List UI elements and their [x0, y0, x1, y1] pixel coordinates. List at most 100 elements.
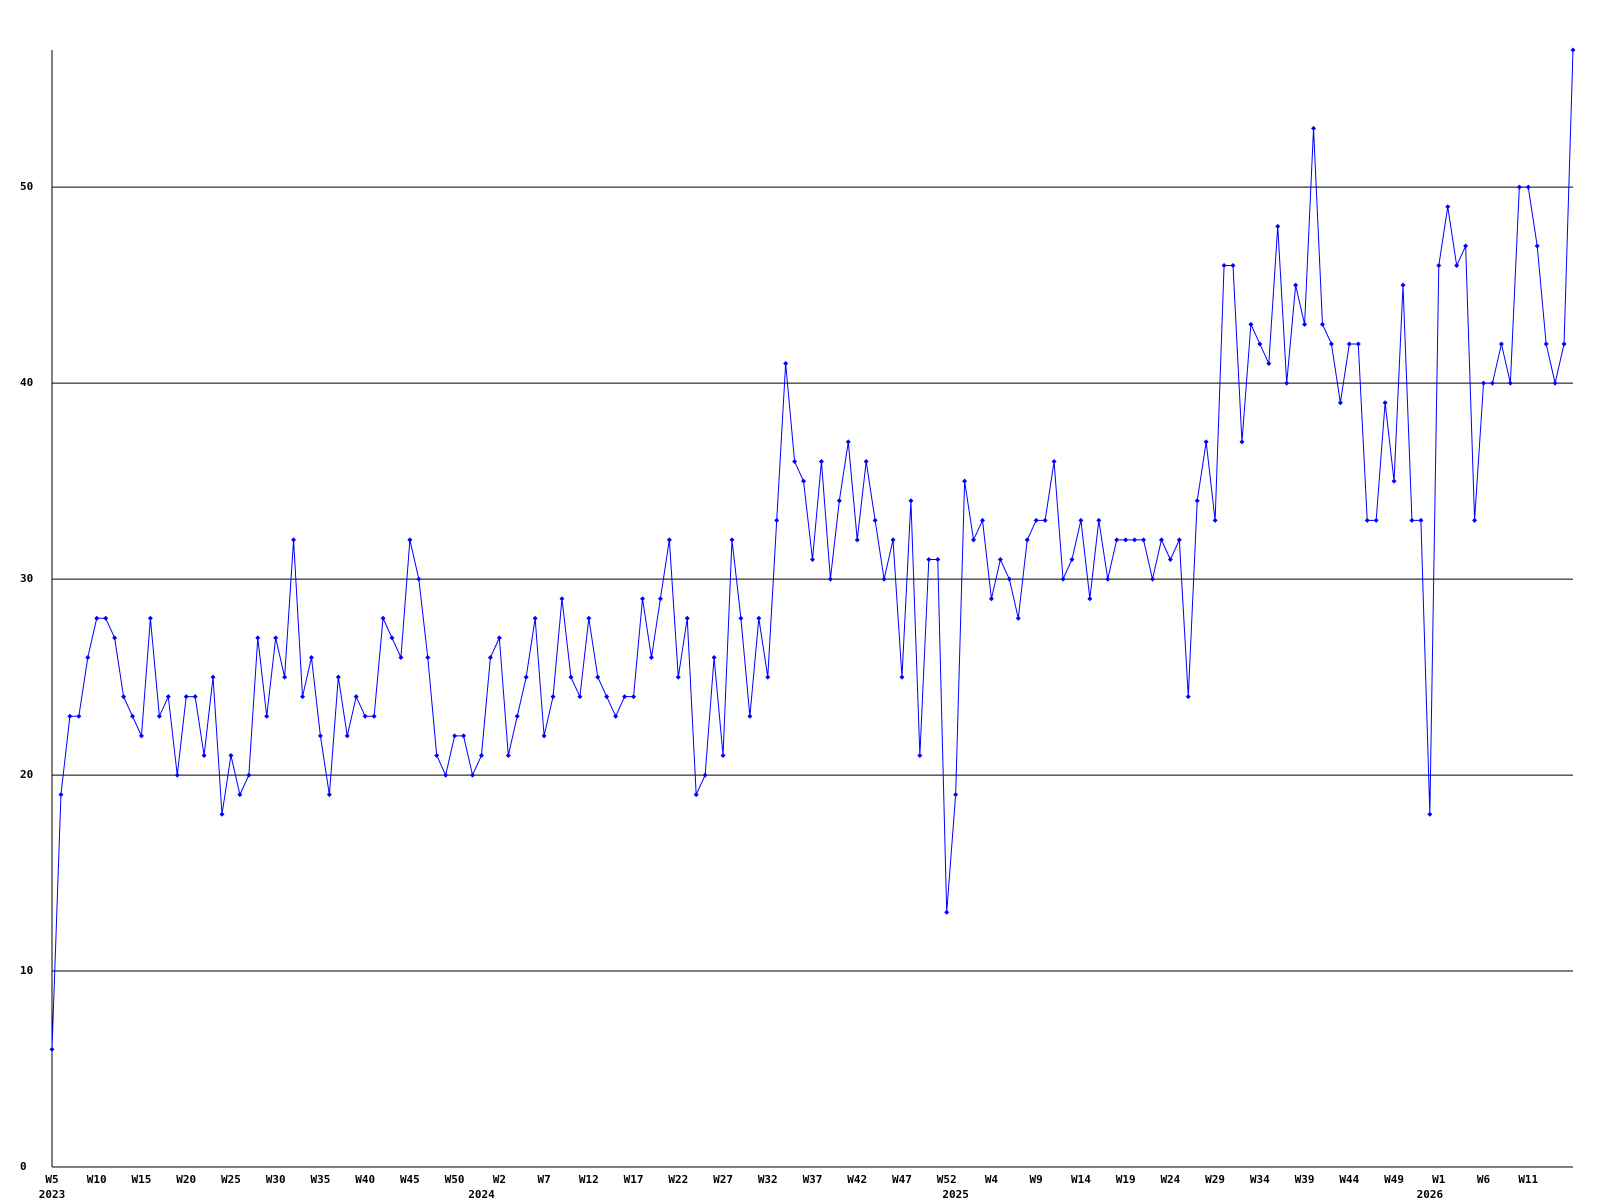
- y-tick-label: 50: [20, 180, 33, 193]
- x-tick-label: W34: [1250, 1173, 1270, 1186]
- x-tick-label: W5: [45, 1173, 58, 1186]
- x-tick-label: W11: [1518, 1173, 1538, 1186]
- data-point: [1346, 341, 1352, 347]
- data-point: [1105, 576, 1111, 582]
- data-point: [461, 733, 467, 739]
- data-point: [156, 713, 162, 719]
- data-point: [407, 537, 413, 543]
- data-point: [317, 733, 323, 739]
- y-tick-label: 10: [20, 964, 33, 977]
- data-point: [219, 811, 225, 817]
- data-point: [1543, 341, 1549, 347]
- data-point: [1060, 576, 1066, 582]
- data-point: [1015, 615, 1021, 621]
- data-point: [550, 694, 556, 700]
- data-point: [783, 361, 789, 367]
- data-point: [1257, 341, 1263, 347]
- data-point: [1463, 243, 1469, 249]
- data-point: [1006, 576, 1012, 582]
- data-point: [1400, 282, 1406, 288]
- data-point: [908, 498, 914, 504]
- data-point: [76, 713, 82, 719]
- data-point: [174, 772, 180, 778]
- data-point: [917, 752, 923, 758]
- data-point: [1185, 694, 1191, 700]
- data-point: [1409, 517, 1415, 523]
- x-year-label: 2026: [1417, 1188, 1444, 1200]
- data-point: [568, 674, 574, 680]
- data-point: [478, 752, 484, 758]
- data-point: [210, 674, 216, 680]
- data-point: [801, 478, 807, 484]
- y-tick-label: 40: [20, 376, 33, 389]
- data-point: [541, 733, 547, 739]
- x-tick-label: W30: [266, 1173, 286, 1186]
- data-point: [1373, 517, 1379, 523]
- data-point: [470, 772, 476, 778]
- data-point: [1033, 517, 1039, 523]
- data-point: [1167, 557, 1173, 563]
- data-point: [523, 674, 529, 680]
- x-tick-label: W20: [176, 1173, 196, 1186]
- data-point: [953, 792, 959, 798]
- x-tick-label: W35: [310, 1173, 330, 1186]
- data-point: [845, 439, 851, 445]
- data-point: [577, 694, 583, 700]
- x-tick-label: W4: [985, 1173, 999, 1186]
- x-tick-label: W1: [1432, 1173, 1446, 1186]
- data-point: [1382, 400, 1388, 406]
- data-point: [291, 537, 297, 543]
- x-tick-label: W29: [1205, 1173, 1225, 1186]
- data-point: [183, 694, 189, 700]
- data-point: [1391, 478, 1397, 484]
- data-point: [854, 537, 860, 543]
- data-point: [827, 576, 833, 582]
- data-point: [595, 674, 601, 680]
- data-point: [1355, 341, 1361, 347]
- data-point: [863, 459, 869, 465]
- data-point: [1194, 498, 1200, 504]
- data-point: [94, 615, 100, 621]
- data-point: [1427, 811, 1433, 817]
- data-point: [1239, 439, 1245, 445]
- data-point: [246, 772, 252, 778]
- data-point: [1114, 537, 1120, 543]
- data-point: [1328, 341, 1334, 347]
- data-point: [121, 694, 127, 700]
- data-point: [443, 772, 449, 778]
- data-point: [971, 537, 977, 543]
- data-point: [1302, 321, 1308, 327]
- x-tick-label: W37: [803, 1173, 823, 1186]
- data-point: [1418, 517, 1424, 523]
- data-point: [49, 1046, 55, 1052]
- data-point: [693, 792, 699, 798]
- data-point: [774, 517, 780, 523]
- data-point: [1311, 125, 1317, 131]
- x-tick-label: W52: [937, 1173, 957, 1186]
- x-tick-label: W42: [847, 1173, 867, 1186]
- data-point: [988, 596, 994, 602]
- data-point: [1176, 537, 1182, 543]
- data-point: [308, 654, 314, 660]
- data-point: [631, 694, 637, 700]
- data-point: [747, 713, 753, 719]
- data-point: [1069, 557, 1075, 563]
- data-point: [192, 694, 198, 700]
- x-tick-label: W50: [445, 1173, 465, 1186]
- data-point: [657, 596, 663, 602]
- data-point: [1516, 184, 1522, 190]
- data-point: [1454, 263, 1460, 269]
- data-point: [1436, 263, 1442, 269]
- data-point: [1498, 341, 1504, 347]
- x-tick-label: W15: [132, 1173, 152, 1186]
- data-point: [1266, 361, 1272, 367]
- data-point: [344, 733, 350, 739]
- data-point: [792, 459, 798, 465]
- data-point: [1507, 380, 1513, 386]
- data-point: [962, 478, 968, 484]
- data-point: [890, 537, 896, 543]
- data-point: [1284, 380, 1290, 386]
- data-point: [1078, 517, 1084, 523]
- data-point: [201, 752, 207, 758]
